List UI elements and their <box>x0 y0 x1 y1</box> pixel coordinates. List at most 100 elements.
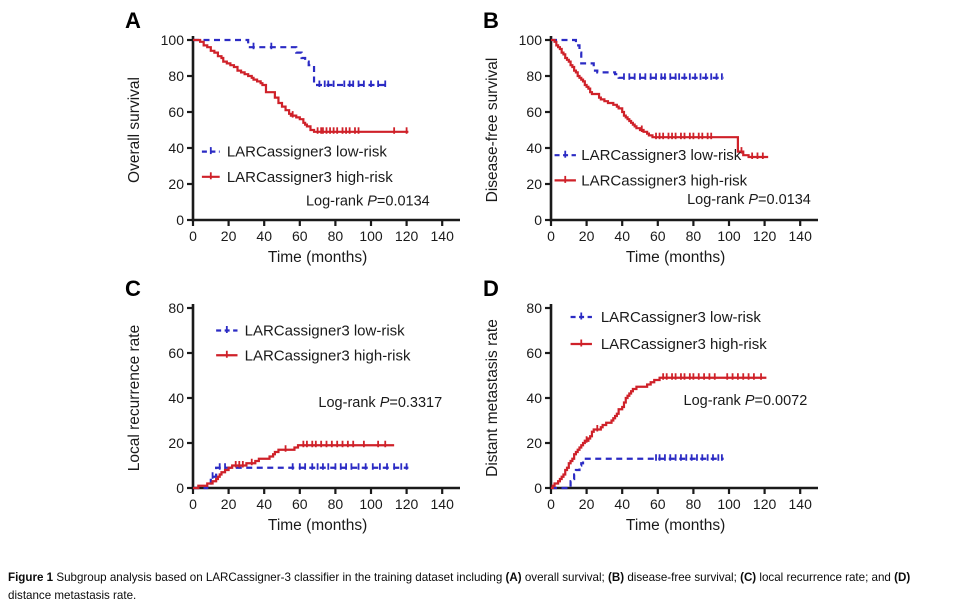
series-line-low_risk <box>551 38 724 79</box>
series-line-high_risk <box>551 38 769 159</box>
x-tick-label: 120 <box>395 228 419 244</box>
x-tick-label: 40 <box>614 228 630 244</box>
caption-a-text: overall survival; <box>521 570 608 584</box>
caption-b-text: disease-free survival; <box>624 570 741 584</box>
y-tick-label: 0 <box>534 480 542 496</box>
x-tick-label: 20 <box>579 496 595 512</box>
y-tick-label: 40 <box>526 390 542 406</box>
x-tick-label: 0 <box>189 496 197 512</box>
panel-B: 0 20 40 60 80 100 120 140 0 20 40 60 80 100 Time (mont… <box>453 8 825 276</box>
log-rank-prefix: Log-rank <box>306 194 367 210</box>
x-axis-label: Time (months) <box>626 249 725 266</box>
km-plot-disease-free-survival: 0 20 40 60 80 100 120 140 0 20 40 60 80 100 Time (mont… <box>484 32 818 266</box>
caption-a-label: (A) <box>505 570 522 584</box>
legend-label: LARCassigner3 high-risk <box>245 347 411 364</box>
y-tick-label: 40 <box>168 140 184 156</box>
x-tick-label: 120 <box>753 228 777 244</box>
caption-c-text: local recurrence rate; and <box>756 570 895 584</box>
y-tick-label: 20 <box>526 176 542 192</box>
y-tick-label: 20 <box>168 176 184 192</box>
x-tick-label: 0 <box>189 228 197 244</box>
log-rank-p-value: Log-rank P=0.0134 <box>306 194 430 210</box>
y-tick-label: 40 <box>526 140 542 156</box>
x-tick-label: 60 <box>292 496 308 512</box>
x-tick-label: 140 <box>431 496 455 512</box>
panel-letter-A: A <box>125 8 141 33</box>
x-tick-label: 80 <box>686 496 702 512</box>
caption-figure-label: Figure 1 <box>8 570 54 584</box>
caption-intro: Subgroup analysis based on LARCassigner-… <box>53 570 506 584</box>
log-rank-prefix: Log-rank <box>684 393 745 409</box>
x-tick-label: 80 <box>328 228 344 244</box>
x-tick-label: 40 <box>256 496 272 512</box>
x-tick-label: 120 <box>395 496 419 512</box>
panel-A: 0 20 40 60 80 100 120 140 0 20 40 60 80 100 Time (mont… <box>95 8 467 276</box>
panel-letter-C: C <box>125 276 141 301</box>
x-tick-label: 60 <box>650 496 666 512</box>
km-plot-overall-survival: 0 20 40 60 80 100 120 140 0 20 40 60 80 100 Time (mont… <box>126 32 460 266</box>
x-tick-label: 100 <box>717 496 741 512</box>
km-plot-local-recurrence: 0 20 40 60 80 100 120 140 0 20 40 60 80 Time (months)… <box>126 300 460 534</box>
series-line-low_risk <box>193 466 409 490</box>
x-tick-label: 40 <box>256 228 272 244</box>
caption-b-label: (B) <box>607 570 625 584</box>
log-rank-p-value: Log-rank P=0.0072 <box>684 393 808 409</box>
panel-D: 0 20 40 60 80 100 120 140 0 20 40 60 80 Time (months)… <box>453 276 825 544</box>
legend-label: LARCassigner3 high-risk <box>601 336 767 353</box>
x-tick-label: 140 <box>431 228 455 244</box>
log-rank-p-value: Log-rank P=0.3317 <box>318 395 442 411</box>
x-tick-label: 40 <box>614 496 630 512</box>
series-line-low_risk <box>193 38 389 87</box>
legend-label: LARCassigner3 low-risk <box>601 309 762 326</box>
x-tick-label: 120 <box>753 496 777 512</box>
y-tick-label: 60 <box>168 104 184 120</box>
panel-C: 0 20 40 60 80 100 120 140 0 20 40 60 80 Time (months)… <box>95 276 467 544</box>
log-rank-p-italic: P <box>748 192 758 208</box>
panel-letter-D: D <box>483 276 499 301</box>
y-tick-label: 80 <box>168 68 184 84</box>
y-tick-label: 60 <box>526 104 542 120</box>
log-rank-value: =0.0072 <box>754 393 807 409</box>
log-rank-p-value: Log-rank P=0.0134 <box>687 192 811 208</box>
y-tick-label: 80 <box>526 68 542 84</box>
x-tick-label: 100 <box>359 228 383 244</box>
log-rank-value: =0.3317 <box>389 395 442 411</box>
log-rank-p-italic: P <box>745 393 755 409</box>
panel-letter-B: B <box>483 8 499 33</box>
log-rank-p-italic: P <box>380 395 390 411</box>
y-tick-label: 20 <box>526 435 542 451</box>
y-tick-label: 80 <box>168 300 184 316</box>
km-plot-distant-metastasis: 0 20 40 60 80 100 120 140 0 20 40 60 80 Time (months)… <box>484 300 818 534</box>
log-rank-prefix: Log-rank <box>318 395 379 411</box>
legend-label: LARCassigner3 low-risk <box>581 147 742 164</box>
y-tick-label: 0 <box>534 212 542 228</box>
x-tick-label: 80 <box>328 496 344 512</box>
y-axis-label: Distant metastasis rate <box>484 319 501 477</box>
series-line-high_risk <box>193 38 409 133</box>
legend-label: LARCassigner3 low-risk <box>227 144 388 161</box>
x-tick-label: 80 <box>686 228 702 244</box>
y-tick-label: 100 <box>161 32 185 48</box>
series-line-high_risk <box>551 376 767 490</box>
y-tick-label: 60 <box>526 345 542 361</box>
y-tick-label: 60 <box>168 345 184 361</box>
x-tick-label: 20 <box>221 496 237 512</box>
caption-c-label: (C) <box>740 570 757 584</box>
x-axis-label: Time (months) <box>268 249 367 266</box>
series-line-high_risk <box>193 444 395 490</box>
x-tick-label: 0 <box>547 228 555 244</box>
caption-d-text: distance metastasis rate. <box>8 588 137 602</box>
legend-label: LARCassigner3 high-risk <box>227 169 393 186</box>
x-tick-label: 20 <box>579 228 595 244</box>
y-tick-label: 100 <box>519 32 543 48</box>
y-axis-label: Disease-free survival <box>484 58 501 203</box>
y-axis-label: Overall survival <box>126 77 143 183</box>
legend-label: LARCassigner3 high-risk <box>581 172 747 189</box>
x-tick-label: 0 <box>547 496 555 512</box>
log-rank-value: =0.0134 <box>758 192 811 208</box>
legend-label: LARCassigner3 low-risk <box>245 323 406 340</box>
x-tick-label: 60 <box>650 228 666 244</box>
series-line-low_risk <box>551 457 724 490</box>
x-axis-label: Time (months) <box>268 517 367 534</box>
